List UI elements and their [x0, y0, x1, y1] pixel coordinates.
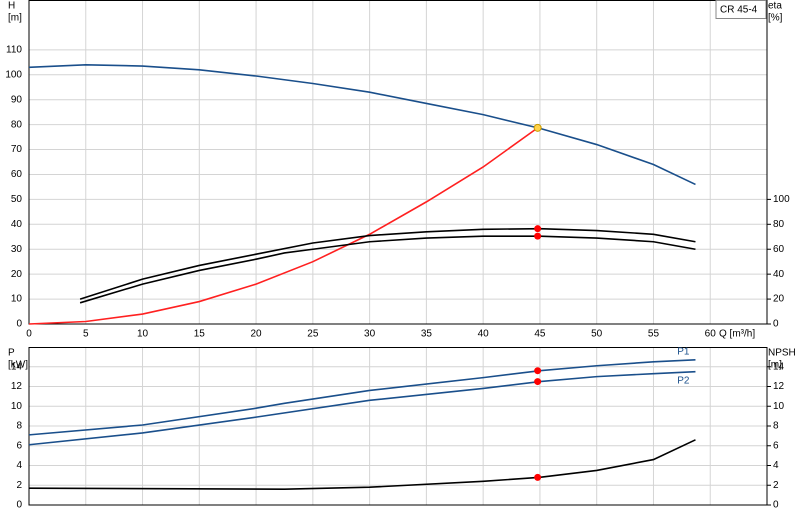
chart-title: CR 45-4: [720, 5, 758, 16]
y2-tick-label: 8: [773, 421, 779, 432]
y-tick-label: 0: [16, 319, 22, 330]
plot-frame: [28, 347, 768, 506]
y2-tick-label: 12: [773, 381, 785, 392]
y2-tick-label: 20: [773, 294, 785, 305]
x-tick-label: 15: [194, 329, 206, 340]
curve-label: P2: [677, 375, 690, 386]
y2-label: eta: [768, 1, 782, 12]
x-tick-label: 0: [26, 329, 32, 340]
y2-tick-label: 80: [773, 219, 785, 230]
x-tick-label: 40: [478, 329, 490, 340]
y2-tick-label: 100: [773, 194, 790, 205]
x-label: Q [m³/h]: [719, 329, 755, 340]
y-tick-label: 2: [16, 480, 22, 491]
x-tick-label: 50: [591, 329, 603, 340]
y2-tick-label: 14: [773, 361, 785, 372]
y-tick-label: 70: [11, 144, 23, 155]
y-tick-label: 8: [16, 421, 22, 432]
y2-unit: [m]: [768, 360, 782, 371]
duty-point: [534, 232, 542, 240]
y2-unit: [%]: [768, 13, 783, 24]
y-tick-label: 60: [11, 169, 23, 180]
y-tick-label: 14: [11, 361, 23, 372]
duty-point: [534, 473, 542, 481]
y-tick-label: 100: [5, 69, 22, 80]
y2-tick-label: 60: [773, 244, 785, 255]
y2-tick-label: 40: [773, 269, 785, 280]
y2-tick-label: 0: [773, 500, 779, 511]
y-unit: [m]: [8, 13, 22, 24]
y-tick-label: 0: [16, 500, 22, 511]
x-tick-label: 45: [534, 329, 546, 340]
curve: [28, 127, 539, 325]
x-tick-label: 5: [83, 329, 89, 340]
y-tick-label: 30: [11, 244, 23, 255]
duty-point: [534, 367, 542, 375]
duty-point: [533, 123, 542, 132]
x-tick-label: 35: [421, 329, 433, 340]
x-tick-label: 20: [251, 329, 263, 340]
plot-frame: [28, 0, 768, 325]
y-tick-label: 6: [16, 440, 22, 451]
y2-tick-label: 2: [773, 480, 779, 491]
y-tick-label: 12: [11, 381, 23, 392]
title-box: [715, 0, 767, 19]
y-tick-label: 10: [11, 294, 23, 305]
y-label: H: [8, 1, 15, 12]
y-tick-label: 110: [6, 44, 22, 55]
y2-tick-label: 6: [773, 440, 779, 451]
y2-tick-label: 4: [773, 460, 779, 471]
y2-label: NPSH: [768, 348, 796, 359]
y-tick-label: 20: [11, 269, 23, 280]
y-unit: [kW]: [8, 360, 28, 371]
y-tick-label: 4: [16, 460, 22, 471]
curve-label: P1: [677, 346, 690, 357]
x-tick-label: 25: [307, 329, 319, 340]
y-tick-label: 90: [11, 94, 23, 105]
y-tick-label: 10: [11, 401, 23, 412]
y2-tick-label: 0: [773, 319, 779, 330]
x-tick-label: 60: [705, 329, 717, 340]
y-label: P: [8, 348, 15, 359]
y-tick-label: 50: [11, 194, 23, 205]
y2-tick-label: 10: [773, 401, 785, 412]
x-tick-label: 10: [137, 329, 149, 340]
curve: [79, 227, 696, 300]
curve: [28, 359, 696, 436]
y-tick-label: 80: [11, 119, 23, 130]
duty-point: [534, 225, 542, 233]
x-tick-label: 55: [648, 329, 660, 340]
curve: [28, 439, 696, 491]
curve: [28, 370, 696, 446]
duty-point: [534, 378, 542, 386]
curve: [79, 235, 696, 304]
y-tick-label: 40: [11, 219, 23, 230]
curve: [28, 63, 696, 186]
x-tick-label: 30: [364, 329, 376, 340]
